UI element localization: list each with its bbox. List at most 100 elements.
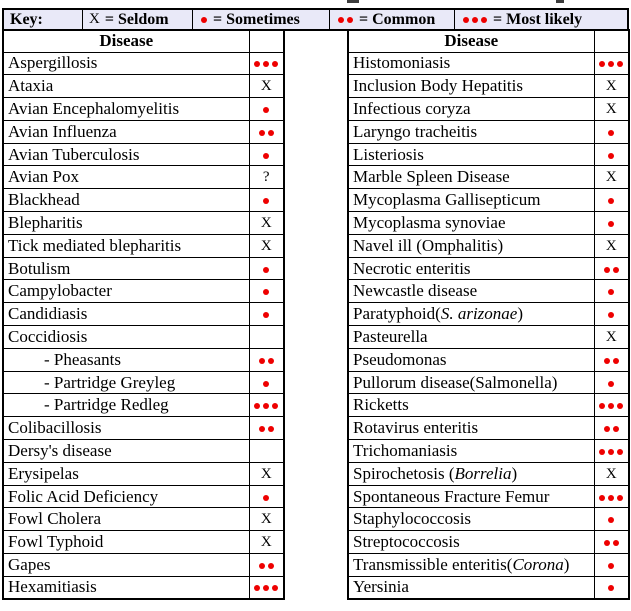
disease-row: Transmissible enteritis(Corona) bbox=[347, 553, 630, 577]
likelihood-dots-sometimes bbox=[607, 562, 616, 569]
disease-name: Spontaneous Fracture Femur bbox=[347, 484, 595, 509]
likelihood-cell bbox=[593, 51, 630, 76]
disease-row: Necrotic enteritis bbox=[347, 256, 630, 281]
likelihood-dots-common bbox=[257, 562, 275, 569]
disease-row: Paratyphoid(S. arizonae) bbox=[347, 302, 630, 327]
disease-name-part: Paratyphoid( bbox=[353, 304, 441, 324]
red-dot-icon bbox=[608, 289, 615, 296]
likelihood-dots-sometimes bbox=[607, 152, 616, 159]
disease-row: Ataxia X bbox=[2, 74, 285, 99]
likelihood-cell: X bbox=[593, 233, 630, 258]
likelihood-dots-sometimes bbox=[607, 585, 616, 592]
disease-row: Pseudomonas bbox=[347, 347, 630, 372]
legend-item-seldom: X = Seldom bbox=[82, 10, 192, 29]
legend-item-common: = Common bbox=[329, 10, 454, 29]
red-dot-icon bbox=[603, 266, 610, 273]
disease-row: Streptococcosis bbox=[347, 530, 630, 555]
likelihood-dots-most_likely bbox=[253, 61, 280, 68]
disease-name: Mycoplasma Gallisepticum bbox=[347, 188, 595, 213]
red-dot-icon bbox=[272, 403, 279, 410]
red-dot-icon bbox=[263, 198, 270, 205]
red-dot-icon bbox=[480, 16, 487, 23]
red-dot-icon bbox=[608, 403, 615, 410]
cropped-text-artifact bbox=[556, 0, 564, 3]
likelihood-cell bbox=[248, 393, 285, 418]
disease-name-part: Spirochetosis ( bbox=[353, 463, 455, 483]
likelihood-column-header bbox=[248, 29, 285, 53]
disease-name: Avian Encephalomyelitis bbox=[2, 97, 250, 121]
likelihood-cell bbox=[593, 302, 630, 327]
likelihood-cell bbox=[593, 507, 630, 532]
likelihood-dots-sometimes bbox=[199, 16, 208, 23]
disease-row: Avian Pox? bbox=[2, 165, 285, 190]
likelihood-cell bbox=[248, 51, 285, 76]
disease-row: Avian Tuberculosis bbox=[2, 142, 285, 167]
likelihood-cell bbox=[248, 347, 285, 372]
seldom-x-marker: X bbox=[605, 237, 617, 254]
seldom-x-marker: X bbox=[260, 237, 272, 254]
red-dot-icon bbox=[258, 129, 265, 136]
disease-name: Botulism bbox=[2, 256, 250, 281]
legend-item-label: = Sometimes bbox=[213, 10, 300, 28]
disease-name: Spirochetosis (Borrelia) bbox=[347, 461, 595, 486]
likelihood-dots-sometimes bbox=[262, 494, 271, 501]
red-dot-icon bbox=[608, 517, 615, 524]
disease-name-italic-part: S. arizonae bbox=[440, 304, 518, 324]
disease-name: Mycoplasma synoviae bbox=[347, 211, 595, 235]
likelihood-cell bbox=[593, 256, 630, 281]
likelihood-cell bbox=[248, 142, 285, 167]
disease-name-italic-part: Corona bbox=[512, 554, 564, 574]
disease-name: Blackhead bbox=[2, 188, 250, 213]
disease-name: Candidiasis bbox=[2, 302, 250, 327]
red-dot-icon bbox=[258, 357, 265, 364]
disease-name: Pseudomonas bbox=[347, 347, 595, 372]
likelihood-dots-sometimes bbox=[262, 289, 271, 296]
likelihood-dots-sometimes bbox=[262, 106, 271, 113]
likelihood-dots-most_likely bbox=[253, 585, 280, 592]
likelihood-dots-common bbox=[257, 129, 275, 136]
disease-row: Navel ill (Omphalitis) X bbox=[347, 233, 630, 258]
disease-name: Erysipelas bbox=[2, 461, 250, 486]
seldom-x-marker: X bbox=[260, 465, 272, 482]
likelihood-dots-common bbox=[602, 357, 620, 364]
likelihood-cell: X bbox=[593, 325, 630, 349]
likelihood-cell: X bbox=[248, 507, 285, 532]
red-dot-icon bbox=[612, 357, 619, 364]
seldom-x-marker: X bbox=[260, 78, 272, 95]
likelihood-dots-common bbox=[602, 266, 620, 273]
disease-name: Avian Pox bbox=[2, 165, 250, 190]
disease-name: Trichomaniasis bbox=[347, 439, 595, 463]
likelihood-dots-most_likely bbox=[598, 448, 625, 455]
likelihood-cell: ? bbox=[248, 165, 285, 190]
disease-column-header: Disease bbox=[347, 29, 595, 53]
disease-name: Campylobacter bbox=[2, 279, 250, 304]
red-dot-icon bbox=[608, 152, 615, 159]
disease-row: Botulism bbox=[2, 256, 285, 281]
red-dot-icon bbox=[471, 16, 478, 23]
likelihood-cell bbox=[593, 279, 630, 304]
disease-name: Histomoniasis bbox=[347, 51, 595, 76]
disease-table-left: Disease Aspergillosis Ataxia X Avian Enceph… bbox=[2, 29, 285, 601]
disease-name: Necrotic enteritis bbox=[347, 256, 595, 281]
disease-row: Pasteurella X bbox=[347, 325, 630, 349]
seldom-x-marker: X bbox=[605, 169, 617, 186]
likelihood-dots-sometimes bbox=[607, 198, 616, 205]
red-dot-icon bbox=[603, 540, 610, 547]
likelihood-dots-most_likely bbox=[253, 403, 280, 410]
disease-name: Ricketts bbox=[347, 393, 595, 418]
disease-name: Fowl Typhoid bbox=[2, 530, 250, 555]
red-dot-icon bbox=[617, 61, 624, 68]
disease-name: Infectious coryza bbox=[347, 97, 595, 121]
disease-name-part: ) bbox=[563, 554, 570, 574]
disease-name: Laryngo tracheitis bbox=[347, 119, 595, 144]
disease-name-italic-part: Borrelia bbox=[454, 463, 512, 483]
disease-row: Blepharitis X bbox=[2, 211, 285, 235]
likelihood-cell: X bbox=[248, 530, 285, 555]
disease-name: Yersinia bbox=[347, 575, 595, 600]
disease-name-part: Transmissible enteritis( bbox=[353, 554, 513, 574]
disease-row: Hexamitiasis bbox=[2, 575, 285, 600]
red-dot-icon bbox=[258, 562, 265, 569]
disease-name: Marble Spleen Disease bbox=[347, 165, 595, 190]
likelihood-cell: X bbox=[248, 74, 285, 99]
disease-row: Fowl Typhoid X bbox=[2, 530, 285, 555]
